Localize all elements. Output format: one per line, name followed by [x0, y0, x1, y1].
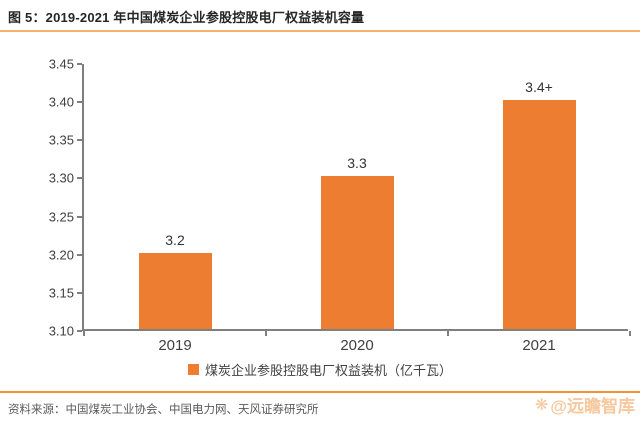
x-axis-tick [83, 331, 85, 336]
bar-2019 [138, 252, 212, 329]
x-axis-tick [265, 331, 267, 336]
y-axis-tick-label: 3.35 [48, 132, 74, 148]
y-axis-tick-label: 3.45 [48, 56, 74, 72]
y-axis-tick-label: 3.10 [48, 323, 74, 339]
x-axis-tick [629, 331, 631, 336]
y-axis-tick [77, 101, 82, 104]
y-axis-tick [77, 330, 82, 332]
bar-value-label-2020: 3.3 [347, 155, 367, 172]
bar-2020 [320, 176, 394, 329]
footer-divider-line [0, 391, 640, 393]
x-axis-category-label-2019: 2019 [158, 337, 192, 354]
legend-swatch-icon [187, 364, 199, 375]
y-axis-tick-label: 3.25 [48, 209, 74, 225]
title-divider-line [0, 30, 640, 32]
bar-2021 [502, 100, 576, 329]
y-axis-tick [77, 139, 82, 142]
bar-value-label-2021: 3.4+ [525, 79, 553, 96]
x-axis-category-label-2021: 2021 [522, 337, 556, 354]
y-axis-tick-label: 3.40 [48, 94, 74, 110]
x-axis-tick [447, 331, 449, 336]
y-axis-tick [77, 177, 82, 180]
legend-label: 煤炭企业参股控股电厂权益装机（亿千瓦） [204, 363, 452, 378]
bar-value-label-2019: 3.2 [165, 231, 185, 248]
y-axis-tick [77, 215, 82, 218]
chart-legend: 煤炭企业参股控股电厂权益装机（亿千瓦） [0, 360, 640, 379]
watermark: ❋ @远瞻智库 [535, 392, 635, 417]
yuanzhan-logo-icon: ❋ [535, 396, 549, 414]
x-axis-category-label-2020: 2020 [340, 337, 374, 354]
y-axis-tick-label: 3.30 [48, 170, 74, 186]
source-attribution: 资料来源：中国煤炭工业协会、中国电力网、天风证券研究所 [8, 404, 319, 416]
y-axis-tick [77, 291, 82, 294]
plot-area: 3.10 3.15 3.20 3.25 3.30 3.35 3.40 3.45 3.2 2019 3… [49, 57, 631, 354]
y-axis-tick [77, 253, 82, 256]
figure-title: 图 5：2019-2021 年中国煤炭企业参股控股电厂权益装机容量 [8, 10, 365, 25]
watermark-text: @远瞻智库 [550, 397, 635, 416]
y-axis-tick-label: 3.20 [48, 247, 74, 263]
y-axis-tick-label: 3.15 [48, 285, 74, 301]
y-axis-tick [77, 63, 82, 65]
